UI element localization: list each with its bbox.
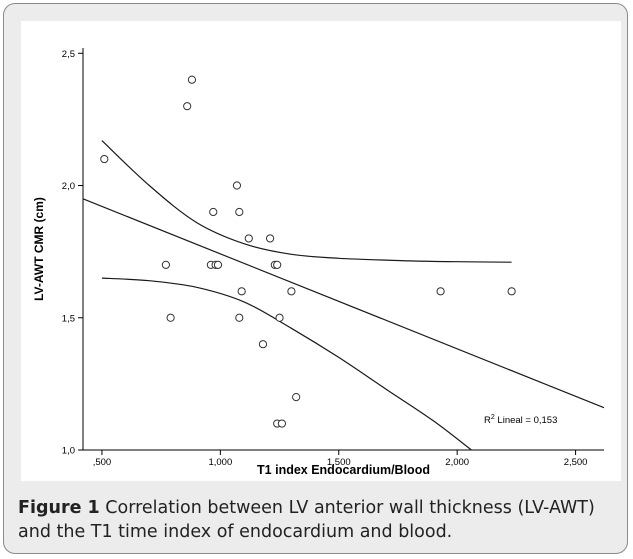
data-point [287,287,296,296]
r-squared-annotation: R2 Lineal = 0,153 [484,414,557,426]
x-tick-label: 1,000 [208,457,232,468]
data-point [183,102,192,111]
data-point [436,287,445,296]
r2-prefix: R [484,415,491,426]
data-point [235,313,244,322]
figure-caption: Figure 1 Correlation between LV anterior… [18,496,623,544]
data-point [232,181,242,190]
plot-panel: ,500 1,000 1,500 2,000 2,500 1,0 1,5 2,0 2,5 LV-… [21,21,621,481]
figure-frame: ,500 1,000 1,500 2,000 2,500 1,0 1,5 2,0 2,5 LV-… [3,3,628,554]
data-point [292,393,301,402]
y-tick-label: 2,5 [62,49,75,60]
x-tick-label: 2,500 [564,457,588,468]
data-point [100,154,109,164]
data-point [237,287,246,296]
data-points [100,75,516,428]
data-point [277,419,287,428]
y-tick-label: 1,5 [62,313,75,324]
data-point [258,340,268,349]
data-point [273,260,282,269]
x-tick-label: 2,000 [445,457,469,468]
data-point [244,234,253,243]
scatter-chart: ,500 1,000 1,500 2,000 2,500 1,0 1,5 2,0 2,5 LV-… [32,48,605,477]
data-point [209,207,218,217]
figure-caption-text: Correlation between LV anterior wall thi… [18,498,595,542]
data-point [213,260,223,269]
data-point [275,313,284,322]
data-point [265,234,275,243]
y-tick-label: 2,0 [62,181,75,192]
r2-superscript: 2 [491,414,495,421]
x-tick-label: ,500 [93,457,112,468]
x-axis-label: T1 index Endocardium/Blood [257,463,430,477]
axes: ,500 1,000 1,500 2,000 2,500 1,0 1,5 2,0 2,5 [62,48,604,468]
ci-upper-curve [101,140,512,263]
data-point [187,75,197,84]
fit-line [82,198,605,409]
ci-lower-curve [101,277,472,451]
y-axis-label: LV-AWT CMR (cm) [32,197,46,301]
data-point [507,287,516,296]
y-tick-label: 1,0 [62,446,75,457]
data-point [235,207,244,217]
data-point [161,260,170,269]
figure-caption-label: Figure 1 [18,498,100,518]
data-point [166,313,175,322]
x-tick-label: 1,500 [327,457,351,468]
r2-suffix: Lineal = 0,153 [495,415,558,426]
regression-curves [82,140,605,451]
